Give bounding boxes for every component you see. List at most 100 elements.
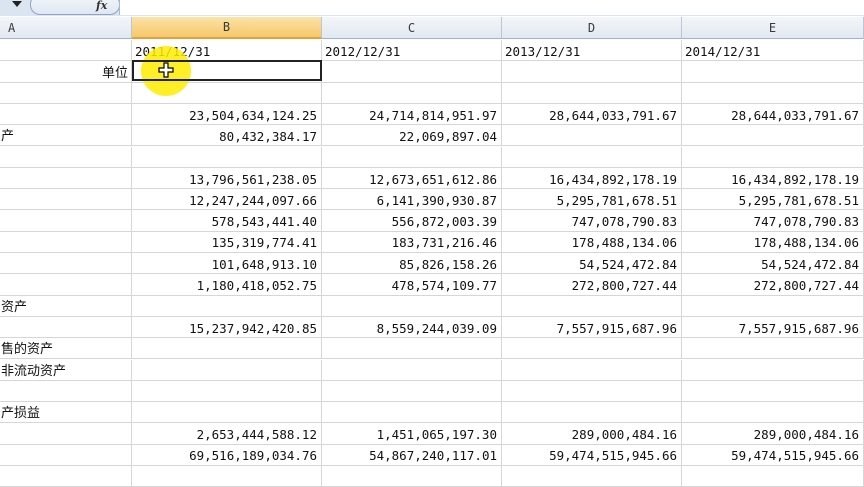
cell-d-20[interactable]: 59,474,515,945.66 — [502, 444, 682, 466]
cell-c-7[interactable]: 12,673,651,612.86 — [322, 167, 502, 190]
cell-d-4[interactable]: 28,644,033,791.67 — [502, 103, 682, 126]
cell-c-6[interactable] — [322, 146, 502, 168]
cell-e-21[interactable] — [682, 466, 864, 487]
cell-a-9[interactable] — [0, 210, 132, 232]
column-header-b[interactable]: B — [132, 17, 322, 39]
cell-c-21[interactable] — [322, 466, 502, 487]
cell-e-19[interactable]: 289,000,484.16 — [682, 423, 864, 445]
cell-d-5[interactable] — [502, 125, 682, 147]
cell-b-14[interactable]: 15,237,942,420.85 — [132, 316, 322, 339]
cell-a-4[interactable] — [0, 103, 132, 126]
cell-d-15[interactable] — [502, 338, 682, 360]
cell-b-10[interactable]: 135,319,774.41 — [132, 231, 322, 253]
cell-e-4[interactable]: 28,644,033,791.67 — [682, 103, 864, 126]
cell-a-6[interactable] — [0, 146, 132, 168]
cell-d-17[interactable] — [502, 380, 682, 403]
cell-e-18[interactable] — [682, 402, 864, 424]
cell-c-1[interactable]: 2012/12/31 — [322, 40, 502, 62]
cell-d-8[interactable]: 5,295,781,678.51 — [502, 189, 682, 211]
cell-b-19[interactable]: 2,653,444,588.12 — [132, 423, 322, 445]
cell-b-18[interactable] — [132, 402, 322, 424]
cell-c-10[interactable]: 183,731,216.46 — [322, 231, 502, 253]
cell-a-20[interactable] — [0, 444, 132, 466]
cell-b-11[interactable]: 101,648,913.10 — [132, 253, 322, 275]
cell-e-6[interactable] — [682, 146, 864, 168]
cell-e-2[interactable] — [682, 61, 864, 83]
cell-b-5[interactable]: 80,432,384.17 — [132, 125, 322, 147]
cell-c-20[interactable]: 54,867,240,117.01 — [322, 444, 502, 466]
cell-b-12[interactable]: 1,180,418,052.75 — [132, 274, 322, 296]
cell-d-14[interactable]: 7,557,915,687.96 — [502, 316, 682, 339]
column-header-c[interactable]: C — [322, 17, 502, 39]
cell-a-10[interactable] — [0, 231, 132, 253]
cell-c-19[interactable]: 1,451,065,197.30 — [322, 423, 502, 445]
cell-a-7[interactable] — [0, 167, 132, 190]
cell-e-17[interactable] — [682, 380, 864, 403]
column-header-e[interactable]: E — [682, 17, 864, 39]
cell-d-7[interactable]: 16,434,892,178.19 — [502, 167, 682, 190]
formula-input[interactable] — [119, 0, 864, 15]
cell-c-8[interactable]: 6,141,390,930.87 — [322, 189, 502, 211]
cell-a-19[interactable] — [0, 423, 132, 445]
cell-d-18[interactable] — [502, 402, 682, 424]
cell-d-9[interactable]: 747,078,790.83 — [502, 210, 682, 232]
cell-c-2[interactable] — [322, 61, 502, 83]
cell-b-3[interactable] — [132, 82, 322, 104]
cell-a-8[interactable] — [0, 189, 132, 211]
cell-d-19[interactable]: 289,000,484.16 — [502, 423, 682, 445]
cell-c-15[interactable] — [322, 338, 502, 360]
cell-c-9[interactable]: 556,872,003.39 — [322, 210, 502, 232]
cell-e-8[interactable]: 5,295,781,678.51 — [682, 189, 864, 211]
cell-e-16[interactable] — [682, 359, 864, 381]
cell-a-12[interactable] — [0, 274, 132, 296]
cell-a-16[interactable]: 非流动资产 — [0, 359, 132, 381]
cell-b-17[interactable] — [132, 380, 322, 403]
cell-b-15[interactable] — [132, 338, 322, 360]
cell-a-5[interactable]: 产 — [0, 125, 132, 147]
cell-b-7[interactable]: 13,796,561,238.05 — [132, 167, 322, 190]
cell-a-17[interactable] — [0, 380, 132, 403]
cell-e-3[interactable] — [682, 82, 864, 104]
cell-a-15[interactable]: 售的资产 — [0, 338, 132, 360]
cell-b-13[interactable] — [132, 295, 322, 317]
cell-a-21[interactable] — [0, 466, 132, 487]
cell-d-2[interactable] — [502, 61, 682, 83]
cell-c-5[interactable]: 22,069,897.04 — [322, 125, 502, 147]
cell-c-18[interactable] — [322, 402, 502, 424]
cell-b-9[interactable]: 578,543,441.40 — [132, 210, 322, 232]
cell-e-20[interactable]: 59,474,515,945.66 — [682, 444, 864, 466]
cell-e-10[interactable]: 178,488,134.06 — [682, 231, 864, 253]
cell-d-10[interactable]: 178,488,134.06 — [502, 231, 682, 253]
cell-a-13[interactable]: 资产 — [0, 295, 132, 317]
cell-c-12[interactable]: 478,574,109.77 — [322, 274, 502, 296]
cell-b-8[interactable]: 12,247,244,097.66 — [132, 189, 322, 211]
cell-e-9[interactable]: 747,078,790.83 — [682, 210, 864, 232]
cell-d-1[interactable]: 2013/12/31 — [502, 40, 682, 62]
cell-e-5[interactable] — [682, 125, 864, 147]
cell-a-14[interactable] — [0, 316, 132, 339]
cell-c-3[interactable] — [322, 82, 502, 104]
cell-d-12[interactable]: 272,800,727.44 — [502, 274, 682, 296]
cell-c-14[interactable]: 8,559,244,039.09 — [322, 316, 502, 339]
cell-b-16[interactable] — [132, 359, 322, 381]
cell-d-6[interactable] — [502, 146, 682, 168]
cell-c-4[interactable]: 24,714,814,951.97 — [322, 103, 502, 126]
cell-a-1[interactable] — [0, 40, 132, 62]
column-header-a[interactable]: A — [0, 17, 132, 39]
cell-d-11[interactable]: 54,524,472.84 — [502, 253, 682, 275]
insert-function-icon[interactable]: fx — [96, 0, 108, 12]
cell-d-13[interactable] — [502, 295, 682, 317]
cell-a-3[interactable] — [0, 82, 132, 104]
cell-d-16[interactable] — [502, 359, 682, 381]
cell-e-12[interactable]: 272,800,727.44 — [682, 274, 864, 296]
cell-e-13[interactable] — [682, 295, 864, 317]
cell-a-11[interactable] — [0, 253, 132, 275]
name-box-dropdown-icon[interactable] — [12, 1, 22, 7]
cell-e-1[interactable]: 2014/12/31 — [682, 40, 864, 62]
cell-c-13[interactable] — [322, 295, 502, 317]
cell-b-6[interactable] — [132, 146, 322, 168]
cell-c-11[interactable]: 85,826,158.26 — [322, 253, 502, 275]
cell-b-20[interactable]: 69,516,189,034.76 — [132, 444, 322, 466]
cell-e-15[interactable] — [682, 338, 864, 360]
cell-d-3[interactable] — [502, 82, 682, 104]
